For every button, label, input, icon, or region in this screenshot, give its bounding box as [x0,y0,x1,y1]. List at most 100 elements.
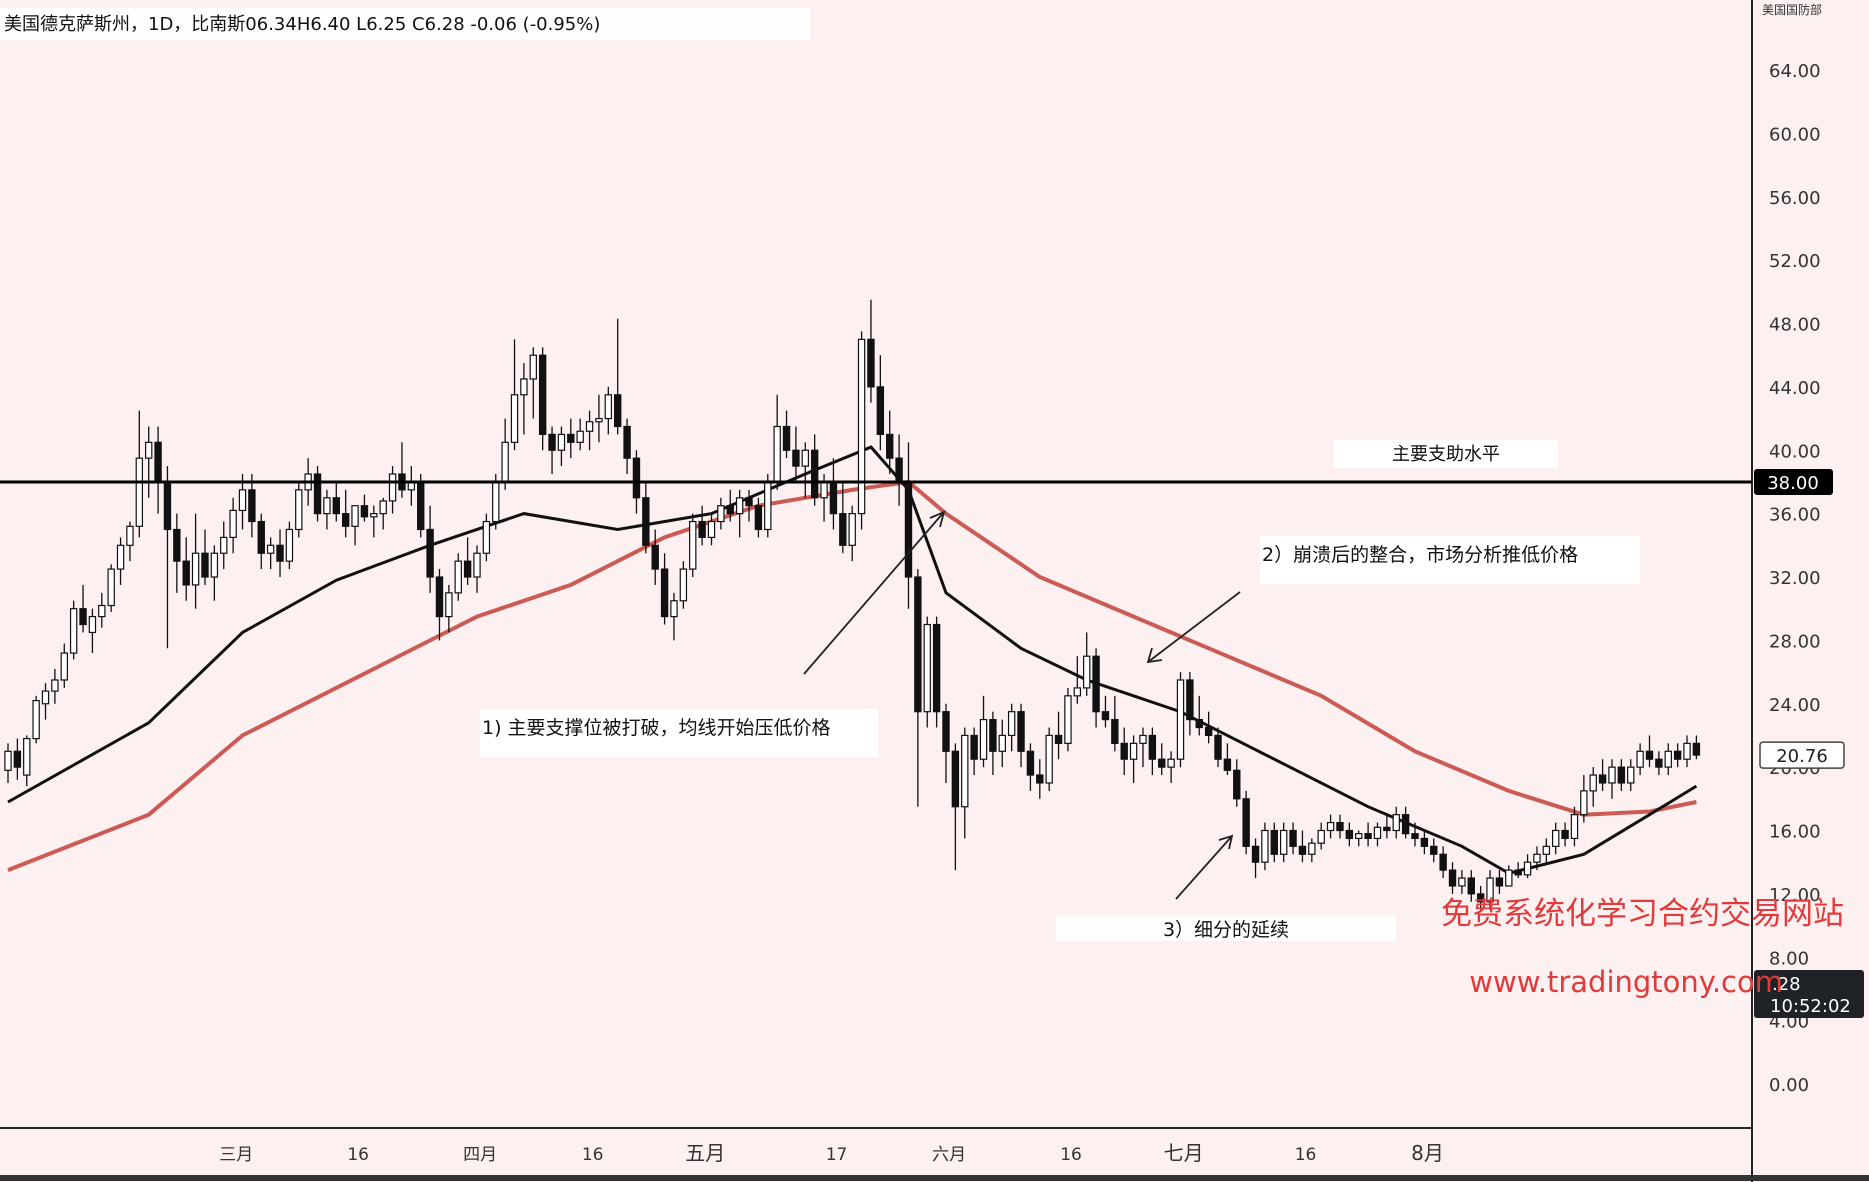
candle-body [857,338,866,515]
candle-body [886,433,894,459]
candle-body [454,560,462,594]
x-tick-label: 三月 [219,1145,253,1165]
candle-body [4,750,12,771]
candle-body [1645,750,1654,760]
candle-body [679,568,688,602]
candle-body [782,425,791,451]
x-tick-label: 16 [1295,1145,1317,1165]
candle-body [1561,829,1569,840]
candle-body [463,560,472,578]
candle-body [717,505,725,523]
x-tick-label: 8月 [1411,1141,1444,1165]
candle-body [567,433,575,443]
candle-body [13,750,22,768]
note2-text: 2）崩溃后的整合，市场分析推低价格 [1262,544,1578,566]
note1-text: 1) 主要支撑位被打破，均线开始压低价格 [482,717,831,739]
candle-body [426,528,434,578]
candle-body [107,568,115,607]
candle-body [1176,679,1185,760]
current-price-text: 20.76 [1776,746,1828,767]
candle-body [961,734,969,808]
candle-body [792,449,800,467]
ema-slow-line [7,479,1697,872]
candle-body [173,528,181,562]
support-price-badge [1754,468,1833,495]
candle-body [1289,829,1297,847]
candle-body [585,421,594,432]
note2-arrow [1147,591,1241,663]
candle-body [867,338,875,388]
candle-body [79,608,87,626]
candle-body [1242,798,1250,847]
candle-body [529,354,537,380]
candle-body [1570,814,1579,840]
candle-body [1627,766,1635,784]
candle-body [1655,758,1663,768]
candle-body [1495,877,1504,887]
last-price-badge [1754,970,1864,1018]
candle-body [1279,829,1288,855]
candle-body [1467,877,1475,895]
candle-body [1036,774,1044,784]
candle-body [23,738,31,776]
x-tick-label: 16 [1060,1145,1082,1165]
candle-body [182,560,190,586]
support-label: 主要支助水平 [1392,444,1500,465]
candle-body [98,604,106,618]
candle-body [951,750,960,808]
candle-body [1233,769,1241,800]
candle-body [126,525,134,546]
candle-body [285,528,294,562]
candle-body [998,734,1006,752]
candle-body [1401,814,1410,835]
candle-body [735,497,744,515]
ema-fast-line [7,445,1698,875]
candle-body [651,544,659,570]
support-label-bg [1334,439,1558,468]
note1-arrow [803,511,945,675]
candle-body [1392,814,1400,832]
y-tick-label: 28.00 [1769,631,1821,652]
x-tick-label: 七月 [1164,1141,1204,1165]
candle-body [1148,734,1157,760]
candle-body [1111,718,1119,744]
candle-body [51,679,59,692]
candle-body [1308,842,1316,855]
x-tick-label: 16 [582,1145,604,1165]
candle-body [829,481,838,515]
y-tick-label: 12.00 [1769,885,1821,906]
candle-body [1636,750,1644,768]
candle-body [191,552,200,586]
candle-body [1486,877,1494,903]
candle-body [1186,679,1194,721]
candle-body [435,576,444,618]
x-axis-ticks: 三月 16 四月 16 五月 17 六月 16 七月 16 8月 [219,1141,1444,1165]
candle-body [1364,833,1372,840]
candle-body [595,417,603,423]
candle-body [116,544,125,570]
candle-body [1317,829,1325,844]
candle-body [895,457,903,483]
candle-body [942,711,950,752]
note3-arrow [1175,835,1233,900]
candle-body [1673,750,1682,760]
candle-body [839,513,847,546]
watermark-title: 免费系统化学习合约交易网站 [1441,896,1844,932]
y-tick-label: 16.00 [1769,822,1821,843]
candle-body [388,473,397,502]
note2-arrowhead [1146,647,1163,664]
candle-body [473,552,481,578]
candle-body [932,623,941,713]
note3-bg [1056,915,1396,941]
note1-arrowhead [929,510,946,528]
candle-body [220,536,228,554]
y-tick-label: 0.00 [1769,1075,1809,1096]
candle-body [1270,829,1278,855]
note3-arrowhead [1218,834,1234,850]
candle-body [88,616,97,634]
candle-body [1580,790,1588,816]
candle-body [1064,695,1072,744]
candle-body [1017,711,1025,752]
candle-body [810,449,819,499]
